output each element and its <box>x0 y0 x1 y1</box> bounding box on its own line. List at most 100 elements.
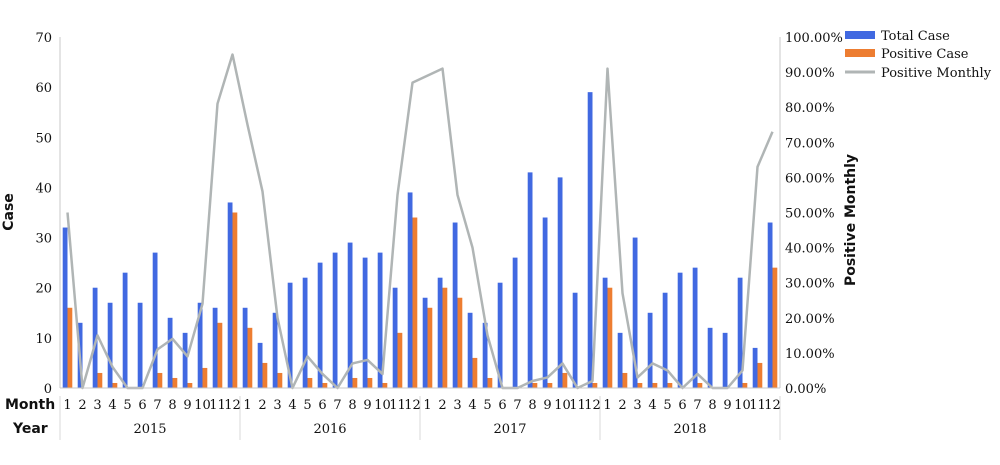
bar-positive-case <box>472 357 478 388</box>
bar-total-case <box>332 252 338 388</box>
year-tick-label: 2018 <box>673 422 706 437</box>
month-tick-label: 3 <box>273 398 281 413</box>
y2-tick-label: 80.00% <box>785 101 835 116</box>
bar-total-case <box>482 322 488 388</box>
bar-total-case <box>317 262 323 388</box>
bar-total-case <box>587 92 593 389</box>
bar-positive-case <box>232 212 238 388</box>
bar-positive-case <box>187 382 193 388</box>
month-tick-label: 6 <box>138 398 146 413</box>
legend-swatch-total-case <box>845 31 875 39</box>
bar-total-case <box>617 332 623 388</box>
year-tick-label: 2015 <box>133 422 166 437</box>
bar-total-case <box>632 237 638 388</box>
month-tick-label: 2 <box>78 398 86 413</box>
month-tick-label: 7 <box>333 398 341 413</box>
bar-total-case <box>137 302 143 388</box>
y2-tick-label: 0.00% <box>785 382 826 397</box>
bar-total-case <box>542 217 548 388</box>
month-tick-label: 11 <box>209 398 226 413</box>
month-tick-label: 4 <box>288 398 296 413</box>
bar-total-case <box>737 277 743 388</box>
bar-positive-case <box>592 382 598 388</box>
month-tick-label: 8 <box>528 398 536 413</box>
bar-total-case <box>302 277 308 388</box>
y2-tick-label: 60.00% <box>785 171 835 186</box>
bar-total-case <box>362 257 368 388</box>
month-tick-label: 1 <box>423 398 431 413</box>
month-tick-label: 9 <box>183 398 191 413</box>
bar-positive-case <box>262 362 268 388</box>
month-tick-label: 10 <box>734 398 751 413</box>
month-tick-label: 2 <box>258 398 266 413</box>
bar-positive-case <box>637 382 643 388</box>
bar-total-case <box>377 252 383 388</box>
line-positive-monthly <box>66 53 774 390</box>
bar-positive-case <box>352 377 358 388</box>
month-tick-label: 6 <box>318 398 326 413</box>
bar-total-case <box>257 342 263 388</box>
bar-total-case <box>422 297 428 388</box>
bar-positive-case <box>412 217 418 388</box>
bar-positive-case <box>667 382 673 388</box>
bar-positive-case <box>367 377 373 388</box>
y-tick-label: 30 <box>35 232 52 247</box>
bar-total-case <box>467 312 473 388</box>
month-tick-label: 7 <box>153 398 161 413</box>
month-tick-label: 5 <box>123 398 131 413</box>
y-tick-label: 60 <box>35 81 52 96</box>
y-tick-label: 40 <box>35 181 52 196</box>
month-tick-label: 9 <box>363 398 371 413</box>
bar-positive-case <box>97 372 103 388</box>
bar-positive-case <box>652 382 658 388</box>
bar-total-case <box>122 272 128 388</box>
bar-positive-case <box>532 382 538 388</box>
month-tick-label: 10 <box>554 398 571 413</box>
bar-total-case <box>107 302 113 388</box>
bar-positive-case <box>322 382 328 388</box>
y-tick-label: 0 <box>44 382 52 397</box>
bar-total-case <box>662 292 668 388</box>
legend-swatch-positive-case <box>845 49 875 57</box>
month-tick-label: 8 <box>168 398 176 413</box>
bar-positive-case <box>457 297 463 388</box>
month-tick-label: 9 <box>723 398 731 413</box>
month-tick-label: 5 <box>483 398 491 413</box>
bar-total-case <box>557 177 563 388</box>
y2-tick-label: 10.00% <box>785 347 835 362</box>
bar-positive-case <box>607 287 613 388</box>
bar-positive-case <box>742 382 748 388</box>
bar-positive-case <box>247 327 253 388</box>
y-axis-title: Case <box>1 193 17 231</box>
month-tick-label: 11 <box>749 398 766 413</box>
month-tick-label: 4 <box>468 398 476 413</box>
y-tick-label: 10 <box>35 332 52 347</box>
month-tick-label: 3 <box>93 398 101 413</box>
year-tick-labels: 2015 2016 2017 2018 <box>59 396 781 440</box>
month-tick-label: 8 <box>348 398 356 413</box>
month-tick-label: 5 <box>663 398 671 413</box>
bar-positive-case <box>172 377 178 388</box>
bar-positive-case <box>67 307 73 388</box>
bar-total-case <box>707 327 713 388</box>
bar-positive-case <box>622 372 628 388</box>
month-tick-label: 10 <box>374 398 391 413</box>
y2-tick-label: 100.00% <box>785 31 843 46</box>
bar-total-case <box>287 282 293 388</box>
bar-positive-case <box>562 372 568 388</box>
legend-label-positive-case: Positive Case <box>881 47 969 62</box>
bar-total-case <box>242 307 248 388</box>
bar-positive-case <box>382 382 388 388</box>
bar-positive-case <box>157 372 163 388</box>
bar-total-case <box>677 272 683 388</box>
month-tick-label: 7 <box>513 398 521 413</box>
bar-total-case <box>347 242 353 388</box>
bar-total-case <box>152 252 158 388</box>
month-tick-label: 7 <box>693 398 701 413</box>
month-tick-label: 2 <box>618 398 626 413</box>
month-tick-label: 10 <box>194 398 211 413</box>
month-tick-label: 6 <box>678 398 686 413</box>
bar-positive-case <box>202 367 208 388</box>
